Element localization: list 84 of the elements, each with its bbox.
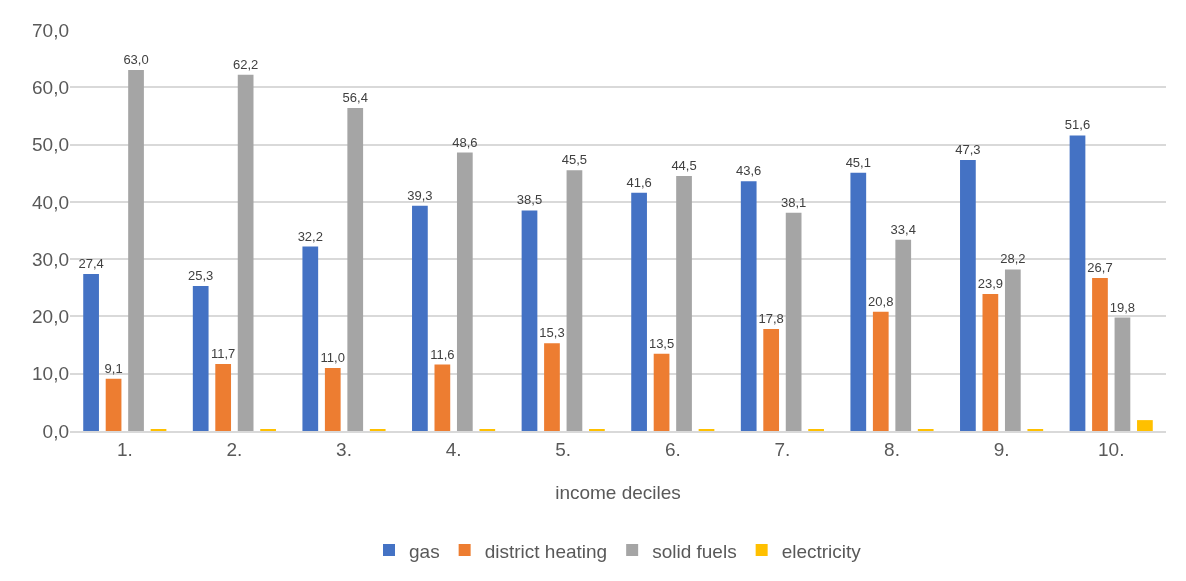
bar: [237, 74, 254, 431]
bar: [105, 378, 122, 431]
y-tick-label: 60,0: [32, 76, 69, 98]
data-label: 11,7: [210, 345, 236, 361]
data-label: 9,1: [104, 360, 123, 376]
bar: [1004, 269, 1021, 431]
bar: [434, 364, 451, 431]
data-label: 45,1: [845, 154, 871, 170]
x-tick-label: 2.: [226, 438, 243, 460]
data-label: 20,8: [868, 293, 894, 309]
legend-label: solid fuels: [652, 540, 737, 562]
bar: [1092, 278, 1108, 431]
x-axis-title: income deciles: [555, 482, 681, 503]
bar: [215, 363, 232, 431]
x-tick-label: 1.: [116, 438, 133, 460]
data-label: 33,4: [890, 221, 916, 237]
legend-label: district heating: [484, 540, 608, 562]
y-tick-label: 30,0: [32, 248, 69, 270]
data-label: 39,3: [407, 187, 433, 203]
x-tick-label: 8.: [884, 438, 900, 460]
legend-label: electricity: [781, 540, 862, 562]
data-label: 38,1: [780, 194, 807, 210]
data-label: 13,5: [648, 335, 675, 351]
data-label: 19,8: [1109, 299, 1136, 315]
bar: [83, 274, 99, 431]
y-tick-label: 10,0: [32, 363, 69, 385]
bar: [544, 343, 560, 431]
data-label: 25,3: [188, 268, 214, 284]
data-label: 48,6: [452, 134, 478, 150]
x-tick-label: 10.: [1097, 438, 1125, 460]
bar: [676, 176, 692, 431]
data-label: 17,8: [758, 311, 784, 327]
y-tick-label: 20,0: [32, 306, 69, 328]
bar: [1069, 135, 1086, 431]
data-label: 26,7: [1087, 260, 1113, 276]
bar: [456, 152, 473, 431]
bar: [324, 367, 341, 431]
bar: [653, 353, 670, 431]
y-tick-label: 40,0: [32, 191, 69, 213]
bar: [785, 212, 802, 431]
data-label: 45,5: [561, 152, 588, 168]
bar: [521, 210, 538, 431]
bar: [850, 172, 867, 431]
x-tick-label: 7.: [774, 438, 791, 460]
bar: [982, 294, 999, 431]
y-tick-label: 70,0: [32, 19, 69, 41]
bar: [192, 286, 209, 431]
x-tick-label: 6.: [664, 438, 681, 460]
data-label: 38,5: [516, 192, 543, 208]
bar: [1137, 420, 1153, 431]
bar: [412, 205, 428, 431]
y-tick-label: 0,0: [42, 420, 69, 442]
data-label: 62,2: [232, 56, 259, 72]
x-tick-label: 5.: [555, 438, 572, 460]
data-label: 44,5: [671, 158, 697, 174]
bar: [347, 107, 364, 431]
bar: [1114, 317, 1131, 431]
data-label: 11,6: [430, 346, 455, 362]
data-label: 51,6: [1064, 117, 1091, 133]
data-label: 47,3: [955, 142, 981, 158]
data-label: 63,0: [123, 52, 149, 68]
bar: [740, 181, 757, 431]
y-tick-label: 50,0: [32, 134, 69, 156]
bar: [302, 246, 319, 431]
data-label: 11,0: [320, 349, 345, 365]
data-label: 28,2: [1000, 251, 1026, 267]
data-label: 27,4: [78, 256, 104, 272]
data-label: 23,9: [977, 276, 1004, 292]
bar: [128, 70, 144, 431]
legend-label: gas: [409, 540, 440, 562]
bar: [763, 329, 780, 431]
bar: [960, 160, 976, 431]
bar: [566, 170, 583, 431]
data-label: 15,3: [539, 325, 565, 341]
data-label: 32,2: [297, 228, 323, 244]
x-tick-label: 4.: [445, 438, 462, 460]
data-label: 56,4: [342, 89, 368, 105]
bar: [872, 311, 889, 431]
x-tick-label: 3.: [336, 438, 352, 460]
bar: [631, 192, 647, 431]
data-label: 41,6: [626, 174, 652, 190]
x-tick-label: 9.: [993, 438, 1010, 460]
data-label: 43,6: [736, 163, 762, 179]
bar: [895, 239, 912, 431]
